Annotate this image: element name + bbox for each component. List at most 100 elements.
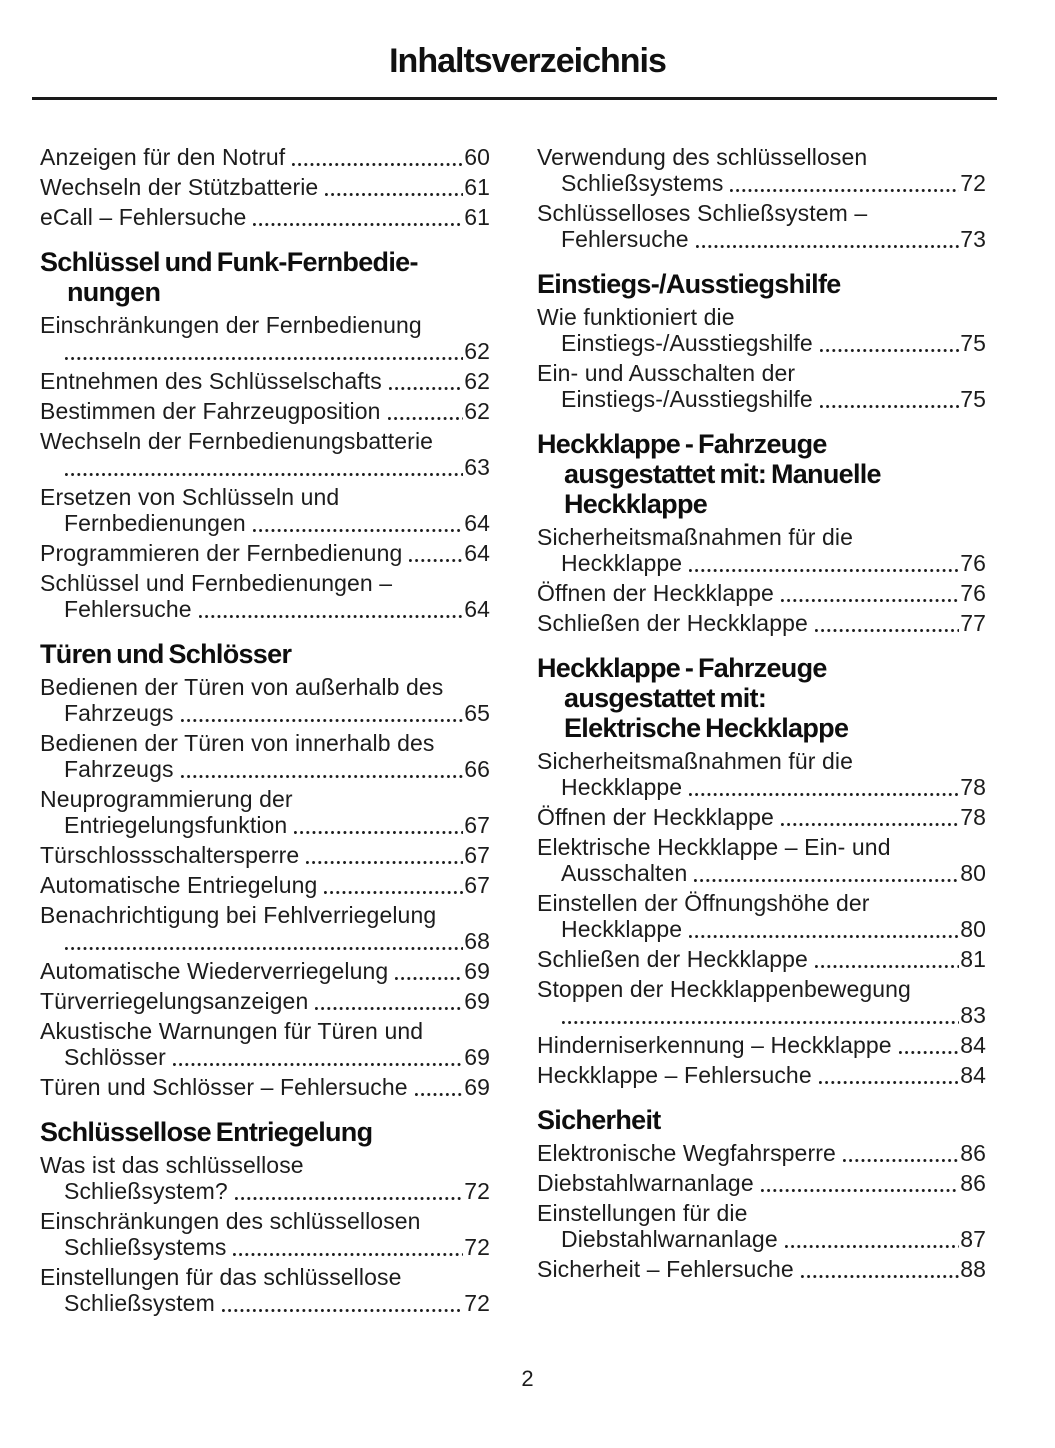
entry-page-number: 81 — [960, 946, 986, 972]
toc-entry[interactable]: Bedienen der Türen von innerhalb des Fahr… — [40, 730, 490, 782]
dot-leader — [253, 223, 464, 226]
toc-entry[interactable]: Einstellen der Öffnungshöhe der Heckklapp… — [537, 890, 986, 942]
section-heading-line: Einstiegs-/Ausstiegshilfe — [537, 269, 841, 299]
toc-entry[interactable]: Heckklappe – Fehlersuche 84 — [537, 1062, 986, 1088]
entry-text: Diebstahlwarnanlage — [561, 1226, 778, 1252]
entry-page-number: 86 — [960, 1170, 986, 1196]
entry-text: Schließsystems — [64, 1234, 227, 1260]
toc-entry[interactable]: Verwendung des schlüssellosen Schließsyst… — [537, 144, 986, 196]
toc-entry[interactable]: Türverriegelungsanzeigen 69 — [40, 988, 490, 1014]
entry-last-line: Fehlersuche 64 — [40, 596, 490, 622]
entry-text-line: Einstellungen für das schlüssellose — [40, 1264, 402, 1290]
toc-section: Verwendung des schlüssellosen Schließsyst… — [537, 144, 986, 252]
entry-last-line: Automatische Wiederverriegelung 69 — [40, 958, 490, 984]
entry-page-number: 76 — [960, 550, 986, 576]
toc-entry[interactable]: Entnehmen des Schlüsselschafts 62 — [40, 368, 490, 394]
toc-section: Anzeigen für den Notruf 60 Wechseln der St… — [40, 144, 490, 230]
entry-last-line: Sicherheit – Fehlersuche 88 — [537, 1256, 986, 1282]
section-heading: Einstiegs-/Ausstiegshilfe — [537, 269, 986, 299]
toc-entry[interactable]: Wechseln der Fernbedienungsbatterie 63 — [40, 428, 490, 480]
toc-entry[interactable]: Sicherheitsmaßnahmen für die Heckklappe 76 — [537, 524, 986, 576]
toc-entry[interactable]: Öffnen der Heckklappe 76 — [537, 580, 986, 606]
toc-column-right: Verwendung des schlüssellosen Schließsyst… — [537, 144, 986, 1320]
toc-entry[interactable]: Automatische Entriegelung 67 — [40, 872, 490, 898]
entry-page-number: 67 — [464, 842, 490, 868]
entry-text: Automatische Entriegelung — [40, 872, 318, 898]
toc-entry[interactable]: Schließen der Heckklappe 77 — [537, 610, 986, 636]
entry-text: Entriegelungsfunktion — [64, 812, 288, 838]
toc-entry[interactable]: Hinderniserkennung – Heckklappe 84 — [537, 1032, 986, 1058]
entry-last-line: Schließen der Heckklappe 77 — [537, 610, 986, 636]
toc-entry[interactable]: Ein- und Ausschalten der Einstiegs-/Ausst… — [537, 360, 986, 412]
toc-entry[interactable]: Einstellungen für das schlüssellose Schli… — [40, 1264, 490, 1316]
toc-entry[interactable]: Akustische Warnungen für Türen und Schlös… — [40, 1018, 490, 1070]
toc-entry[interactable]: Einschränkungen der Fernbedienung 62 — [40, 312, 490, 364]
toc-section: Schlüssel und Funk-Fernbedie-nungen Einsc… — [40, 247, 490, 622]
entry-page-number: 78 — [960, 774, 986, 800]
entry-last-line: Anzeigen für den Notruf 60 — [40, 144, 490, 170]
dot-leader — [180, 775, 464, 778]
toc-entry[interactable]: Bedienen der Türen von außerhalb des Fahr… — [40, 674, 490, 726]
toc-entry[interactable]: Neuprogrammierung der Entriegelungsfunkti… — [40, 786, 490, 838]
entry-last-line: Türverriegelungsanzeigen 69 — [40, 988, 490, 1014]
section-heading-line: Sicherheit — [537, 1105, 661, 1135]
entry-page-number: 72 — [464, 1234, 490, 1260]
toc-entry[interactable]: Schlüssel und Fernbedienungen – Fehlersuc… — [40, 570, 490, 622]
dot-leader — [409, 559, 464, 562]
toc-entry[interactable]: Öffnen der Heckklappe 78 — [537, 804, 986, 830]
entry-page-number: 62 — [464, 398, 490, 424]
dot-leader — [395, 977, 464, 980]
toc-entry[interactable]: Einstellungen für die Diebstahlwarnanlage… — [537, 1200, 986, 1252]
toc-entry[interactable]: Schließen der Heckklappe 81 — [537, 946, 986, 972]
entry-last-line: Heckklappe 76 — [537, 550, 986, 576]
section-heading-line: ausgestattet mit: — [564, 683, 767, 713]
toc-entry[interactable]: Bestimmen der Fahrzeugposition 62 — [40, 398, 490, 424]
entry-page-number: 72 — [464, 1178, 490, 1204]
toc-entry[interactable]: eCall – Fehlersuche 61 — [40, 204, 490, 230]
entry-last-line: Einstiegs-/Ausstiegshilfe 75 — [537, 386, 986, 412]
toc-entry[interactable]: Sicherheitsmaßnahmen für die Heckklappe 78 — [537, 748, 986, 800]
dot-leader — [388, 387, 464, 390]
entry-page-number: 66 — [464, 756, 490, 782]
section-heading-line: Türen und Schlösser — [40, 639, 292, 669]
entry-text-line: Einstellungen für die — [537, 1200, 748, 1226]
toc-entry[interactable]: Türen und Schlösser – Fehlersuche 69 — [40, 1074, 490, 1100]
entry-page-number: 72 — [464, 1290, 490, 1316]
dot-leader — [294, 831, 464, 834]
toc-entry[interactable]: Ersetzen von Schlüsseln und Fernbedienung… — [40, 484, 490, 536]
entry-last-line: Heckklappe 80 — [537, 916, 986, 942]
entry-text: Entnehmen des Schlüsselschafts — [40, 368, 382, 394]
section-heading-line: Heckklappe — [564, 489, 708, 519]
toc-entry[interactable]: Diebstahlwarnanlage 86 — [537, 1170, 986, 1196]
entry-text-line: Ein- und Ausschalten der — [537, 360, 796, 386]
dot-leader — [689, 793, 960, 796]
toc-entry[interactable]: Sicherheit – Fehlersuche 88 — [537, 1256, 986, 1282]
entry-text-line: Schlüsselloses Schließsystem – — [537, 200, 868, 226]
toc-section: Schlüssellose Entriegelung Was ist das sc… — [40, 1117, 490, 1316]
toc-entry[interactable]: Anzeigen für den Notruf 60 — [40, 144, 490, 170]
entry-last-line: 63 — [40, 454, 490, 480]
toc-entry[interactable]: Türschlossschaltersperre 67 — [40, 842, 490, 868]
dot-leader — [324, 891, 464, 894]
toc-entry[interactable]: Elektronische Wegfahrsperre 86 — [537, 1140, 986, 1166]
toc-entry[interactable]: Was ist das schlüssellose Schließsystem? 7… — [40, 1152, 490, 1204]
toc-entry[interactable]: Stoppen der Heckklappenbewegung 83 — [537, 976, 986, 1028]
entry-page-number: 84 — [960, 1062, 986, 1088]
entry-text-line: Einschränkungen des schlüssellosen — [40, 1208, 421, 1234]
dot-leader — [221, 1309, 464, 1312]
entry-last-line: Automatische Entriegelung 67 — [40, 872, 490, 898]
dot-leader — [800, 1275, 960, 1278]
dot-leader — [780, 823, 960, 826]
entry-text: Wechseln der Stützbatterie — [40, 174, 319, 200]
toc-entry[interactable]: Programmieren der Fernbedienung 64 — [40, 540, 490, 566]
toc-entry[interactable]: Einschränkungen des schlüssellosen Schlie… — [40, 1208, 490, 1260]
entry-page-number: 77 — [960, 610, 986, 636]
toc-entry[interactable]: Wie funktioniert die Einstiegs-/Ausstiegs… — [537, 304, 986, 356]
toc-entry[interactable]: Schlüsselloses Schließsystem – Fehlersuch… — [537, 200, 986, 252]
toc-entry[interactable]: Benachrichtigung bei Fehlverriegelung 68 — [40, 902, 490, 954]
entry-text-line: Verwendung des schlüssellosen — [537, 144, 868, 170]
toc-section: Heckklappe - Fahrzeuge ausgestattet mit: E… — [537, 653, 986, 1088]
toc-entry[interactable]: Elektrische Heckklappe – Ein- und Ausscha… — [537, 834, 986, 886]
toc-entry[interactable]: Automatische Wiederverriegelung 69 — [40, 958, 490, 984]
toc-entry[interactable]: Wechseln der Stützbatterie 61 — [40, 174, 490, 200]
